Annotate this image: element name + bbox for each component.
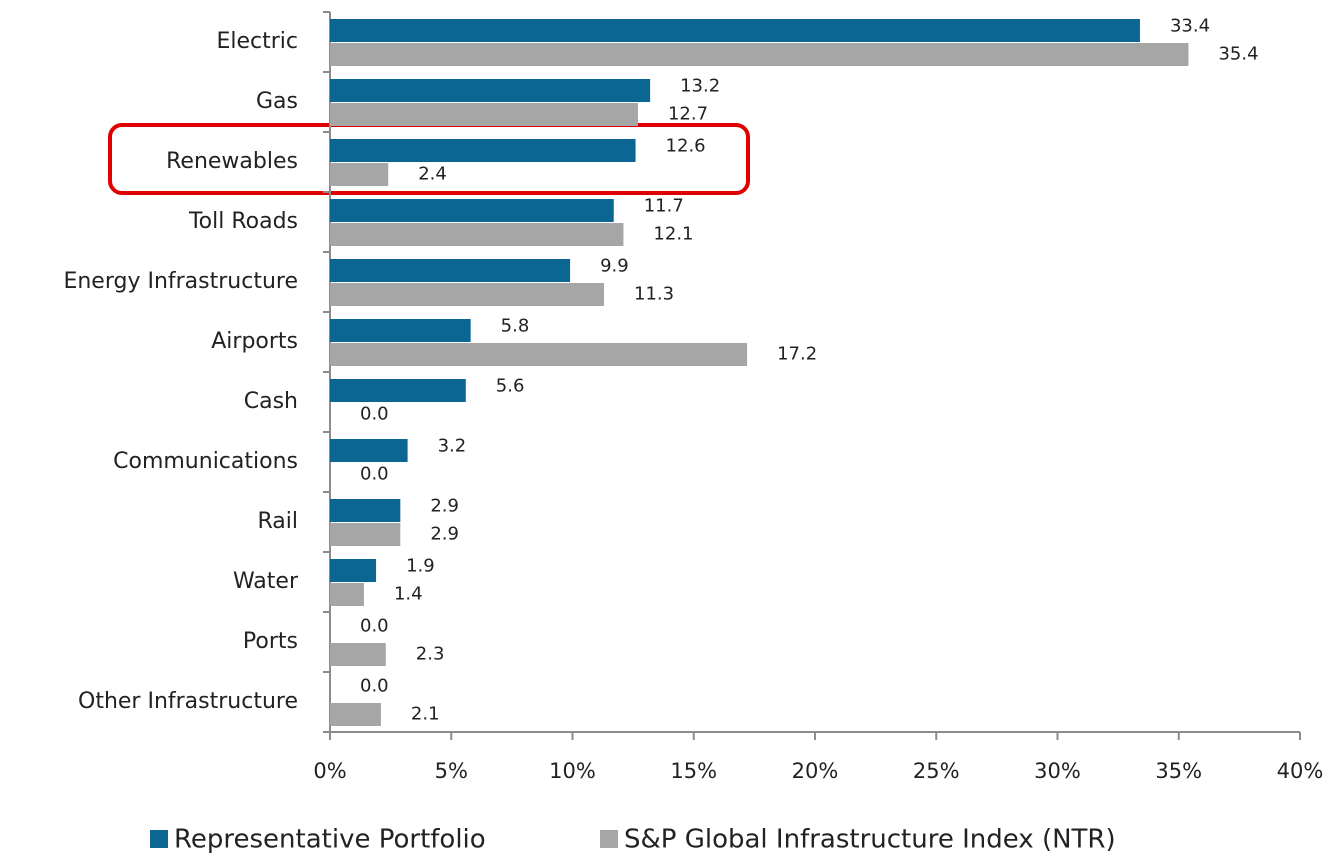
x-tick-label: 0% — [313, 759, 346, 783]
y-tick-label: Ports — [243, 629, 298, 654]
data-label: 0.0 — [360, 616, 389, 637]
bar — [330, 79, 651, 102]
bar — [330, 223, 624, 246]
x-tick-label: 25% — [913, 759, 960, 783]
y-tick-label: Energy Infrastructure — [63, 269, 298, 294]
data-label: 0.0 — [360, 404, 389, 425]
data-label: 35.4 — [1218, 44, 1258, 65]
y-tick-label: Airports — [211, 329, 298, 354]
data-label: 1.4 — [394, 584, 423, 605]
data-label: 12.6 — [666, 136, 706, 157]
data-label: 3.2 — [438, 436, 467, 457]
bar — [330, 703, 381, 726]
bar — [330, 559, 377, 582]
bar — [330, 43, 1189, 66]
bar — [330, 343, 748, 366]
data-label: 0.0 — [360, 464, 389, 485]
data-label: 2.1 — [411, 704, 440, 725]
bar — [330, 259, 571, 282]
legend-swatch — [150, 830, 168, 848]
x-tick-label: 35% — [1155, 759, 1202, 783]
bar — [330, 283, 605, 306]
y-tick-label: Water — [233, 569, 299, 594]
data-label: 2.4 — [418, 164, 447, 185]
data-label: 13.2 — [680, 76, 720, 97]
y-tick-label: Gas — [256, 89, 298, 114]
x-tick-label: 15% — [670, 759, 717, 783]
data-label: 12.1 — [653, 224, 693, 245]
x-tick-label: 10% — [549, 759, 596, 783]
data-label: 11.3 — [634, 284, 674, 305]
bar — [330, 583, 364, 606]
data-label: 0.0 — [360, 676, 389, 697]
y-tick-label: Renewables — [166, 149, 298, 174]
data-label: 17.2 — [777, 344, 817, 365]
bar — [330, 319, 471, 342]
data-label: 12.7 — [668, 104, 708, 125]
y-tick-label: Electric — [216, 29, 298, 54]
x-tick-label: 5% — [435, 759, 468, 783]
data-label: 2.9 — [430, 524, 459, 545]
y-tick-label: Other Infrastructure — [78, 689, 298, 714]
data-label: 33.4 — [1170, 16, 1210, 37]
legend-label: S&P Global Infrastructure Index (NTR) — [624, 825, 1116, 855]
bar — [330, 643, 386, 666]
data-label: 11.7 — [644, 196, 684, 217]
data-label: 2.9 — [430, 496, 459, 517]
x-tick-label: 40% — [1277, 759, 1324, 783]
y-tick-label: Rail — [257, 509, 298, 534]
bar — [330, 19, 1140, 42]
y-tick-label: Cash — [244, 389, 298, 414]
bar — [330, 139, 636, 162]
y-tick-label: Communications — [113, 449, 298, 474]
data-label: 9.9 — [600, 256, 629, 277]
bar — [330, 439, 408, 462]
bar — [330, 523, 401, 546]
bar — [330, 163, 389, 186]
bar — [330, 379, 466, 402]
bar — [330, 199, 614, 222]
legend-swatch — [600, 830, 618, 848]
data-label: 2.3 — [416, 644, 445, 665]
data-label: 1.9 — [406, 556, 435, 577]
bar — [330, 499, 401, 522]
data-label: 5.8 — [501, 316, 530, 337]
x-tick-label: 20% — [792, 759, 839, 783]
legend-label: Representative Portfolio — [174, 825, 486, 855]
y-tick-label: Toll Roads — [188, 209, 298, 234]
data-label: 5.6 — [496, 376, 525, 397]
bar — [330, 103, 638, 126]
x-tick-label: 30% — [1034, 759, 1081, 783]
